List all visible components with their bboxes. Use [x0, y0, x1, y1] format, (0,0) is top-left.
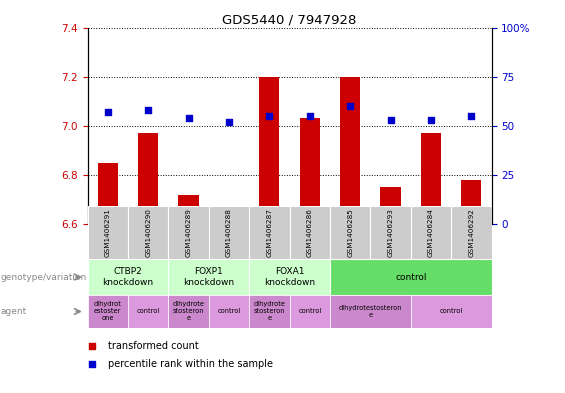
Bar [411, 295, 492, 328]
Point [386, 117, 395, 123]
Bar [168, 295, 209, 328]
Bar [88, 206, 128, 259]
Text: GSM1406287: GSM1406287 [266, 208, 272, 257]
Bar [249, 259, 330, 295]
Text: genotype/variation: genotype/variation [1, 273, 87, 281]
Point [144, 107, 153, 113]
Text: GSM1406293: GSM1406293 [388, 208, 394, 257]
Text: GSM1406284: GSM1406284 [428, 208, 434, 257]
Text: FOXA1
knockdown: FOXA1 knockdown [264, 267, 315, 287]
Bar [138, 133, 158, 224]
Point [87, 360, 96, 367]
Point [224, 119, 233, 125]
Bar [179, 195, 199, 224]
Bar [340, 77, 360, 224]
Text: control: control [218, 309, 241, 314]
Bar [249, 295, 289, 328]
Bar [330, 259, 492, 295]
Text: GSM1406288: GSM1406288 [226, 208, 232, 257]
Bar [209, 206, 249, 259]
Bar [290, 206, 330, 259]
Bar [421, 133, 441, 224]
Bar [168, 206, 209, 259]
Bar [88, 259, 168, 295]
Text: GSM1406289: GSM1406289 [185, 208, 192, 257]
Text: control: control [395, 273, 427, 281]
Bar [461, 180, 481, 224]
Point [305, 113, 314, 119]
Text: FOXP1
knockdown: FOXP1 knockdown [183, 267, 234, 287]
Bar [451, 206, 492, 259]
Text: control: control [137, 309, 160, 314]
Text: GSM1406286: GSM1406286 [307, 208, 313, 257]
Title: GDS5440 / 7947928: GDS5440 / 7947928 [223, 13, 357, 26]
Bar [98, 163, 118, 224]
Bar [128, 206, 168, 259]
Text: CTBP2
knockdown: CTBP2 knockdown [102, 267, 154, 287]
Text: percentile rank within the sample: percentile rank within the sample [108, 358, 273, 369]
Text: GSM1406285: GSM1406285 [347, 208, 353, 257]
Point [87, 343, 96, 349]
Bar [371, 206, 411, 259]
Bar [380, 187, 401, 224]
Bar [299, 118, 320, 224]
Text: dihydrote
stosteron
e: dihydrote stosteron e [172, 301, 205, 321]
Text: agent: agent [1, 307, 27, 316]
Bar [88, 295, 128, 328]
Text: control: control [298, 309, 321, 314]
Bar [219, 217, 239, 224]
Text: dihydrote
stosteron
e: dihydrote stosteron e [253, 301, 285, 321]
Bar [249, 206, 289, 259]
Bar [128, 295, 168, 328]
Bar [330, 206, 371, 259]
Point [184, 115, 193, 121]
Text: GSM1406292: GSM1406292 [468, 208, 475, 257]
Bar [411, 206, 451, 259]
Bar [259, 77, 280, 224]
Point [427, 117, 436, 123]
Point [467, 113, 476, 119]
Text: dihydrot
estoster
one: dihydrot estoster one [94, 301, 121, 321]
Text: GSM1406290: GSM1406290 [145, 208, 151, 257]
Text: dihydrotestosteron
e: dihydrotestosteron e [338, 305, 402, 318]
Text: GSM1406291: GSM1406291 [105, 208, 111, 257]
Point [265, 113, 274, 119]
Bar [330, 295, 411, 328]
Bar [168, 259, 249, 295]
Bar [209, 295, 249, 328]
Bar [290, 295, 330, 328]
Text: transformed count: transformed count [108, 341, 198, 351]
Point [103, 109, 112, 115]
Point [346, 103, 355, 109]
Text: control: control [440, 309, 463, 314]
